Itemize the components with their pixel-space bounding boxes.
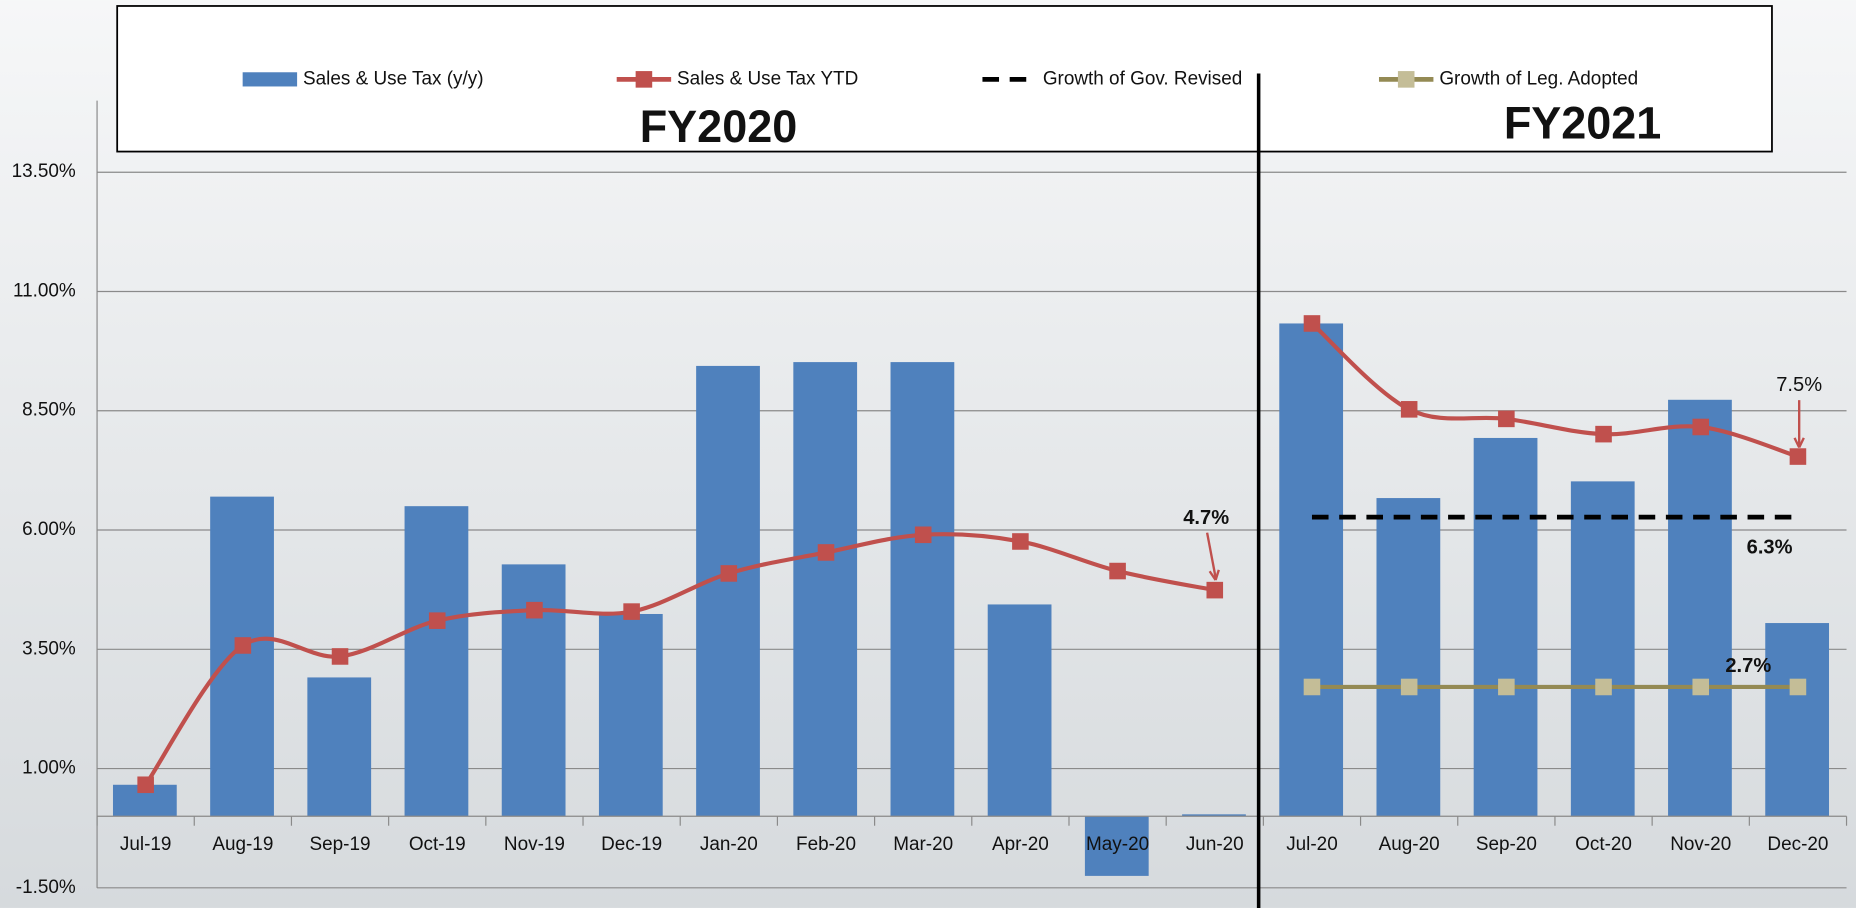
bar xyxy=(1376,498,1441,817)
x-tick-label: Oct-19 xyxy=(409,834,466,855)
annotation: 7.5% xyxy=(1776,374,1822,396)
x-tick-label: Jul-19 xyxy=(120,834,172,855)
bar xyxy=(1182,814,1246,817)
x-tick-label: Sep-20 xyxy=(1476,834,1537,855)
x-tick-label: Feb-20 xyxy=(796,834,856,855)
marker xyxy=(1400,401,1418,418)
annotation: 6.3% xyxy=(1747,536,1793,558)
marker xyxy=(1498,678,1515,696)
legend-marker xyxy=(1397,71,1415,88)
marker xyxy=(1012,533,1029,550)
annotation-arrowhead xyxy=(1208,569,1220,581)
x-tick-label: Nov-19 xyxy=(504,834,565,855)
annotation-arrowhead xyxy=(1793,437,1805,449)
marker xyxy=(1789,678,1807,696)
x-tick-label: Aug-19 xyxy=(212,834,273,855)
bar xyxy=(1668,399,1732,817)
x-tick-label: Dec-20 xyxy=(1767,834,1828,855)
x-tick-label: Apr-20 xyxy=(992,834,1049,855)
marker xyxy=(234,637,252,654)
legend-label: Growth of Gov. Revised xyxy=(1043,68,1242,89)
bar xyxy=(1473,437,1538,817)
marker xyxy=(1400,678,1418,696)
marker xyxy=(526,601,543,619)
marker xyxy=(914,526,932,544)
marker xyxy=(1692,418,1710,436)
marker xyxy=(1303,315,1321,332)
x-tick-label: Aug-20 xyxy=(1379,834,1440,855)
y-tick-label: 11.00% xyxy=(13,280,76,301)
x-tick-label: Mar-20 xyxy=(893,834,953,855)
y-tick-label: 1.00% xyxy=(22,758,76,779)
marker xyxy=(817,544,835,561)
line xyxy=(1310,321,1799,459)
marker xyxy=(1595,425,1612,443)
legend-label: Growth of Leg. Adopted xyxy=(1439,68,1638,89)
legend-label: Sales & Use Tax YTD xyxy=(677,68,858,89)
bar xyxy=(1570,481,1635,817)
marker xyxy=(137,776,154,794)
x-tick-label: Jul-20 xyxy=(1286,834,1338,855)
legend-swatch xyxy=(242,72,298,87)
marker xyxy=(1692,678,1710,696)
legend-label: Sales & Use Tax (y/y) xyxy=(303,68,484,89)
bar xyxy=(210,496,274,817)
bar xyxy=(1279,323,1344,817)
x-tick-label: May-20 xyxy=(1086,834,1149,855)
x-tick-label: Dec-19 xyxy=(601,834,662,855)
x-tick-label: Nov-20 xyxy=(1670,834,1731,855)
section-label: FY2020 xyxy=(640,101,798,152)
annotation: 2.7% xyxy=(1725,655,1771,677)
marker xyxy=(1498,410,1515,428)
x-tick-label: Jan-20 xyxy=(700,834,758,855)
x-tick-label: Sep-19 xyxy=(310,834,371,855)
y-tick-label: 6.00% xyxy=(22,519,76,540)
y-tick-label: 3.50% xyxy=(22,638,76,659)
marker xyxy=(331,648,349,665)
bar xyxy=(987,604,1052,817)
bar xyxy=(1084,816,1149,876)
bar xyxy=(890,362,955,817)
bar xyxy=(598,613,663,817)
y-tick-label: -1.50% xyxy=(16,877,76,898)
legend-marker xyxy=(635,71,653,88)
marker xyxy=(1789,448,1807,465)
marker xyxy=(428,612,446,629)
bar xyxy=(404,506,469,817)
marker xyxy=(1303,678,1321,696)
bar xyxy=(793,362,858,817)
marker xyxy=(1109,562,1126,580)
x-tick-label: Oct-20 xyxy=(1575,834,1632,855)
bar xyxy=(696,365,760,817)
bar xyxy=(307,677,372,817)
annotation-arrow xyxy=(1205,532,1217,578)
marker xyxy=(623,603,640,620)
marker xyxy=(720,565,738,582)
annotation: 4.7% xyxy=(1183,507,1229,529)
legend-box xyxy=(116,5,1773,153)
y-tick-label: 8.50% xyxy=(22,400,76,421)
x-tick-label: Jun-20 xyxy=(1186,834,1244,855)
marker xyxy=(1206,581,1224,599)
y-tick-label: 13.50% xyxy=(12,161,76,182)
section-label: FY2021 xyxy=(1504,98,1662,149)
bar xyxy=(1765,623,1830,817)
marker xyxy=(1595,678,1612,696)
